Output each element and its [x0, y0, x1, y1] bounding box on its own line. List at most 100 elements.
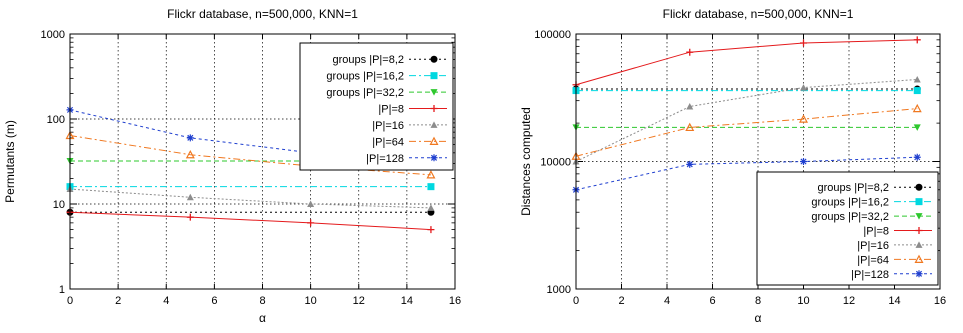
legend-label: |P|=16 [372, 120, 404, 132]
x-tick-label: 4 [664, 295, 670, 307]
data-point [798, 114, 809, 123]
series-6 [571, 103, 922, 160]
x-tick-label: 12 [353, 295, 365, 307]
legend-label: |P|=8 [863, 226, 889, 238]
legend-entry: |P|=64 [857, 254, 932, 266]
x-tick-label: 4 [163, 295, 169, 307]
legend-marker [430, 105, 438, 112]
legend-marker [915, 198, 923, 206]
data-point [913, 36, 921, 44]
data-point [913, 87, 921, 95]
x-tick-label: 10 [305, 295, 317, 307]
legend-marker [429, 136, 439, 145]
legend-marker [914, 254, 924, 263]
series-4 [572, 36, 921, 89]
x-axis-label: α [259, 311, 266, 325]
legend-marker [915, 227, 923, 234]
legend: groups |P|=8,2 groups |P|=16,2 groups |P|=… [299, 42, 454, 171]
x-tick-label: 2 [115, 295, 121, 307]
legend-entry: groups |P|=32,2 [811, 211, 932, 223]
y-axis-label: Permutants (m) [3, 120, 17, 203]
legend-box [756, 171, 939, 286]
legend-label: |P|=8 [378, 104, 404, 116]
legend: groups |P|=8,2 groups |P|=16,2 groups |P|=… [756, 171, 939, 286]
y-axis-label: Distances computed [519, 107, 533, 216]
legend-entry: groups |P|=16,2 [811, 197, 932, 209]
data-point [186, 213, 194, 221]
legend-label: |P|=128 [851, 269, 889, 281]
legend-label: groups |P|=32,2 [326, 87, 404, 99]
data-point [186, 193, 194, 201]
legend-label: |P|=64 [857, 254, 889, 266]
y-tick-label: 1000 [547, 284, 571, 296]
legend-entry: |P|=128 [851, 269, 932, 281]
x-tick-label: 14 [888, 295, 900, 307]
legend-label: groups |P|=16,2 [811, 197, 889, 209]
legend-label: |P|=64 [372, 136, 404, 148]
data-point [913, 124, 921, 131]
y-tick-label: 100000 [534, 29, 571, 41]
legend-marker [430, 55, 438, 63]
legend-entry: |P|=64 [372, 136, 447, 148]
data-point [913, 153, 921, 161]
data-point [913, 75, 921, 83]
legend-marker [915, 241, 923, 248]
chart-panel-2: Flickr database, n=500,000, KNN=1 0 2 4 6 8 10… [519, 7, 946, 325]
y-tick-label: 10000 [540, 157, 571, 169]
series-line [69, 211, 431, 231]
series-1 [572, 85, 921, 93]
series-3 [572, 124, 921, 131]
data-point [185, 149, 195, 159]
x-tick-label: 12 [843, 295, 855, 307]
x-tick-label: 14 [401, 295, 413, 307]
legend-entry: groups |P|=8,2 [333, 54, 447, 66]
y-tick-label: 1000 [41, 29, 65, 41]
data-point [427, 183, 435, 191]
x-tick-label: 8 [755, 295, 761, 307]
chart-title: Flickr database, n=500,000, KNN=1 [663, 7, 854, 21]
data-point [685, 122, 695, 132]
legend-entry: |P|=16 [857, 240, 932, 252]
data-point [186, 134, 194, 142]
data-point [800, 84, 807, 91]
x-tick-label: 6 [211, 295, 217, 307]
series-2 [66, 183, 435, 191]
legend-entry: groups |P|=32,2 [326, 87, 447, 99]
x-tick-label: 0 [573, 295, 579, 307]
data-point [686, 160, 694, 168]
legend-marker [430, 89, 438, 96]
series-line [575, 78, 918, 162]
data-point [800, 158, 807, 165]
data-point [427, 204, 435, 211]
x-axis-label: α [755, 311, 762, 325]
series-5 [66, 185, 435, 211]
plot-border [575, 33, 941, 290]
legend-entry: |P|=128 [366, 153, 447, 165]
data-point [686, 103, 694, 110]
legend-label: groups |P|=16,2 [326, 71, 404, 83]
y-tick-label: 100 [47, 114, 65, 126]
legend-box [299, 42, 454, 171]
legend-marker [915, 183, 923, 191]
legend-label: groups |P|=32,2 [811, 211, 889, 223]
legend-entry: |P|=8 [863, 226, 932, 238]
legend-entry: groups |P|=16,2 [326, 71, 447, 83]
series-line [69, 188, 431, 209]
series-line [575, 39, 918, 86]
legend-marker [915, 213, 923, 220]
legend-marker [430, 121, 438, 128]
series-4 [66, 208, 435, 234]
x-tick-label: 2 [618, 295, 624, 307]
series-line [575, 108, 918, 157]
x-tick-label: 8 [259, 295, 265, 307]
series-2 [572, 87, 921, 95]
y-tick-label: 1 [59, 284, 65, 296]
legend-entry: |P|=8 [378, 104, 447, 116]
x-tick-label: 6 [709, 295, 715, 307]
x-tick-label: 16 [934, 295, 946, 307]
data-point [307, 219, 315, 227]
data-point [307, 200, 315, 207]
y-tick-label: 10 [53, 199, 65, 211]
legend-marker [430, 72, 438, 80]
